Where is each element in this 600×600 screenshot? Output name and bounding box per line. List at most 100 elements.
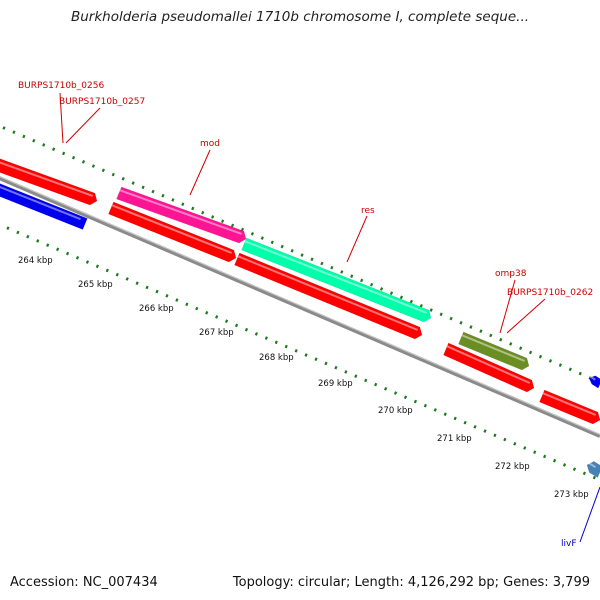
gene-label-text[interactable]: res xyxy=(361,206,375,216)
tick-mark xyxy=(582,471,586,476)
axis-tick-label: 272 kbp xyxy=(495,462,530,472)
tick-mark xyxy=(32,138,36,143)
tick-mark xyxy=(270,240,274,245)
tick-mark xyxy=(389,291,394,295)
tick-mark xyxy=(370,282,374,287)
tick-mark xyxy=(75,256,80,260)
tick-mark xyxy=(399,295,404,300)
tick-mark xyxy=(125,277,129,281)
tick-mark xyxy=(101,168,105,173)
gene-label-6[interactable]: livF xyxy=(561,486,600,549)
gene-reverse-edge[interactable] xyxy=(588,375,600,389)
gene-label-2[interactable]: mod xyxy=(189,139,220,196)
tick-mark xyxy=(111,172,115,177)
tick-mark xyxy=(314,357,318,362)
gene-label-text[interactable]: mod xyxy=(200,139,220,149)
tick-mark xyxy=(364,378,368,383)
gene-res-adjacent-shape[interactable] xyxy=(234,252,423,340)
gene-label-leader xyxy=(499,279,516,334)
tick-mark xyxy=(473,425,477,429)
gene-label-3[interactable]: res xyxy=(346,206,375,263)
tick-mark xyxy=(393,391,398,395)
gene-reverse-edge-shape[interactable] xyxy=(588,375,600,389)
tick-mark xyxy=(503,437,507,442)
gene-burps1710b-0262-shape[interactable] xyxy=(443,342,535,393)
gene-omp38-shape[interactable] xyxy=(458,331,530,371)
gene-burps1710b-0256-shape[interactable] xyxy=(0,156,98,206)
gene-edge-right-gloss xyxy=(542,392,597,416)
tick-mark xyxy=(523,446,527,450)
gene-label-0[interactable]: BURPS1710b_0256 xyxy=(18,81,104,144)
gene-label-5[interactable]: BURPS1710b_0262 xyxy=(506,288,593,334)
backbone-highlight xyxy=(0,176,600,435)
gene-burps1710b-0262[interactable] xyxy=(443,342,535,393)
tick-mark xyxy=(449,316,453,321)
tick-mark xyxy=(350,274,354,279)
gene-label-leader xyxy=(346,215,368,263)
tick-mark xyxy=(330,265,334,270)
tick-mark xyxy=(115,272,119,277)
gene-res-shape[interactable] xyxy=(241,237,432,323)
tick-mark xyxy=(493,433,497,438)
gene-label-text[interactable]: livF xyxy=(561,539,577,549)
tick-mark xyxy=(71,155,76,160)
gene-burps1710b-0257-shape[interactable] xyxy=(108,201,237,263)
tick-mark xyxy=(538,354,543,359)
tick-mark xyxy=(161,193,165,198)
map-title: Burkholderia pseudomallei 1710b chromoso… xyxy=(70,9,530,25)
gene-reverse-left-shape[interactable] xyxy=(0,182,88,230)
axis-tick-label: 265 kbp xyxy=(78,280,113,290)
tick-mark xyxy=(310,257,314,262)
gene-burps1710b-0257[interactable] xyxy=(108,201,237,263)
gene-res[interactable] xyxy=(241,237,432,323)
gene-edge-right-shape[interactable] xyxy=(539,389,600,425)
tick-mark xyxy=(513,441,517,446)
tick-mark xyxy=(205,310,209,315)
tick-mark xyxy=(91,164,96,168)
tick-mark xyxy=(234,323,239,328)
gene-label-leader xyxy=(506,298,546,334)
tick-mark xyxy=(171,198,175,202)
tick-mark xyxy=(254,332,259,336)
gene-omp38[interactable] xyxy=(458,331,530,371)
tick-mark xyxy=(56,247,60,252)
tick-mark xyxy=(320,261,324,266)
tick-mark xyxy=(141,185,145,190)
tick-mark xyxy=(543,454,547,459)
tick-mark xyxy=(463,420,467,425)
gene-res-adjacent[interactable] xyxy=(234,252,423,340)
gene-burps1710b-0256[interactable] xyxy=(0,156,98,206)
gene-label-text[interactable]: BURPS1710b_0262 xyxy=(507,288,593,298)
tick-mark xyxy=(483,429,487,433)
gene-reverse-left[interactable] xyxy=(0,182,88,230)
gene-label-leader xyxy=(65,107,101,144)
tick-mark xyxy=(65,251,70,256)
gene-livf[interactable] xyxy=(586,461,600,478)
tick-mark xyxy=(374,382,378,387)
gene-burps1710b-0256-gloss xyxy=(0,161,93,197)
tick-mark xyxy=(52,147,56,151)
gene-res-gloss xyxy=(244,240,427,314)
gene-mod-shape[interactable] xyxy=(116,186,247,244)
tick-mark xyxy=(469,325,473,329)
tick-mark xyxy=(528,350,533,355)
tick-mark xyxy=(26,234,30,239)
tick-mark xyxy=(509,342,513,346)
tick-mark xyxy=(151,189,155,194)
gene-label-text[interactable]: omp38 xyxy=(495,269,527,279)
gene-mod[interactable] xyxy=(116,186,247,244)
tick-mark xyxy=(568,367,572,372)
gene-label-text[interactable]: BURPS1710b_0257 xyxy=(59,97,145,107)
accession-text: Accession: NC_007434 xyxy=(10,575,158,590)
tick-mark xyxy=(403,395,408,400)
gene-mod-gloss xyxy=(119,189,242,235)
tick-mark xyxy=(201,210,205,215)
gene-label-4[interactable]: omp38 xyxy=(495,269,527,334)
gene-label-text[interactable]: BURPS1710b_0256 xyxy=(18,81,104,91)
gene-edge-right[interactable] xyxy=(539,389,600,425)
tick-mark xyxy=(562,463,567,467)
axis-tick-label: 269 kbp xyxy=(318,379,353,389)
gene-label-1[interactable]: BURPS1710b_0257 xyxy=(59,97,145,144)
gene-livf-shape[interactable] xyxy=(586,461,600,478)
